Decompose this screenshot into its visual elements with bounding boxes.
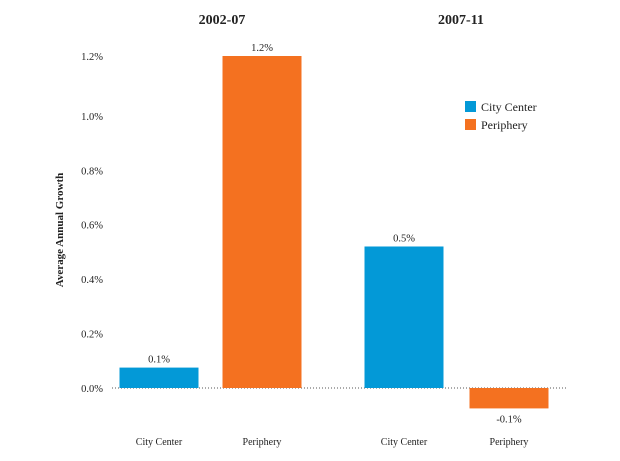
y-tick-label: 0.6% [81,221,103,232]
data-label: -0.1% [496,414,522,425]
bar-periphery [469,388,549,409]
y-tick-label: 0.0% [81,384,103,395]
bar-city-center [119,367,199,388]
data-label: 1.2% [251,43,273,54]
category-label: Periphery [243,437,282,448]
category-label: Periphery [490,437,529,448]
category-label: City Center [381,437,428,448]
data-label: 0.1% [148,355,170,366]
y-tick-label: 0.2% [81,330,103,341]
category-label: City Center [136,437,183,448]
panel-title: 2007-11 [438,13,484,28]
legend-swatch [465,101,476,112]
bar-periphery [222,56,302,388]
y-tick-label: 0.8% [81,166,103,177]
legend-swatch [465,119,476,130]
bar-city-center [364,246,444,388]
y-tick-label: 0.4% [81,275,103,286]
data-label: 0.5% [393,233,415,244]
y-tick-label: 1.0% [81,112,103,123]
y-tick-label: 1.2% [81,52,103,63]
y-axis-title: Average Annual Growth [54,173,66,288]
legend: City Center Periphery [465,100,537,132]
legend-label: Periphery [481,118,528,132]
panel-title: 2002-07 [199,13,246,28]
legend-label: City Center [481,100,537,114]
